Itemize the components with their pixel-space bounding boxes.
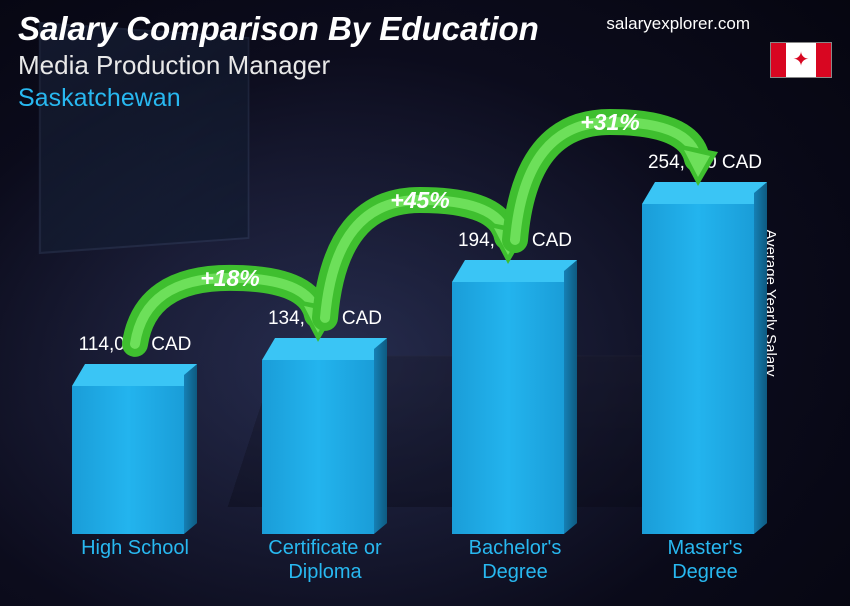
- increment-label: +45%: [390, 187, 449, 213]
- increment-arc: +31%: [515, 109, 718, 240]
- increment-arcs: +18% +45% +31%: [40, 30, 800, 510]
- content-layer: Salary Comparison By Education Media Pro…: [0, 0, 850, 606]
- x-axis-label: High School: [48, 536, 223, 586]
- x-axis-label: Master'sDegree: [618, 536, 793, 586]
- x-axis-label: Certificate orDiploma: [238, 536, 413, 586]
- increment-arc: +18%: [135, 265, 338, 344]
- x-axis-label: Bachelor'sDegree: [428, 536, 603, 586]
- increment-label: +18%: [200, 265, 259, 291]
- increment-label: +31%: [580, 109, 639, 135]
- flag-right-band: [816, 43, 831, 77]
- x-labels-container: High School Certificate orDiploma Bachelor…: [40, 536, 800, 586]
- increment-arc: +45%: [325, 187, 528, 318]
- chart-area: 114,000 CAD 134,000 CAD 194,000 CAD: [40, 120, 800, 586]
